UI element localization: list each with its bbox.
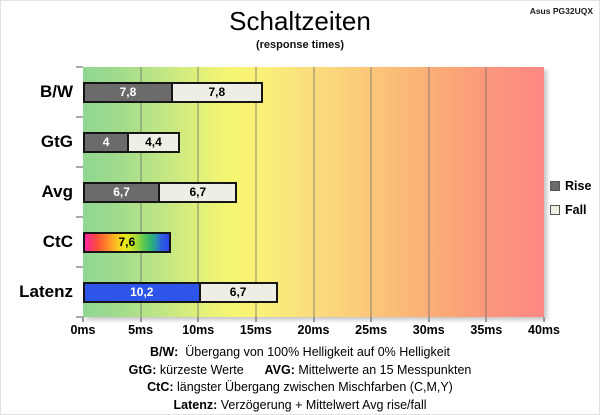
- gridline-15ms: [254, 67, 257, 317]
- x-axis-label-10ms: 10ms: [182, 323, 215, 337]
- bar-value-label: 7,8: [208, 84, 226, 99]
- y-axis-tick: [76, 66, 83, 68]
- bar-value-label: 7,8: [119, 84, 137, 99]
- footnotes: B/W: Übergang von 100% Helligkeit auf 0%…: [1, 344, 599, 414]
- x-axis-label-5ms: 5ms: [128, 323, 154, 337]
- footnote-line-4: Latenz: Verzögerung + Mittelwert Avg ris…: [1, 397, 599, 415]
- bar-value-label: 6,7: [189, 184, 207, 199]
- footnote-term: GtG:: [128, 362, 157, 377]
- bar-value-label: 4,4: [145, 134, 162, 149]
- bar-segment-fall-latenz: 6,7: [198, 281, 278, 303]
- gridline-20ms: [312, 67, 315, 317]
- y-axis-tick: [76, 216, 83, 218]
- chart-title: Schaltzeiten: [229, 6, 371, 36]
- legend-item-fall: Fall: [550, 203, 591, 217]
- x-axis-label-40ms: 40ms: [528, 323, 560, 337]
- footnote-line-2: GtG: kürzeste Werte AVG: Mittelwerte an …: [1, 362, 599, 380]
- bar-segment-rise-gtg: 4: [83, 131, 130, 153]
- bar-segment-fall-gtg: 4,4: [127, 131, 180, 153]
- footnote-line-3: CtC: längster Übergang zwischen Mischfar…: [1, 379, 599, 397]
- x-axis-label-0ms: 0ms: [70, 323, 96, 337]
- bar-segment-fall-b/w: 7,8: [170, 81, 263, 103]
- footnote-text: Mittelwerte an 15 Messpunkten: [294, 362, 472, 377]
- footnote-text: kürzeste Werte: [156, 362, 265, 377]
- footnote-text: längster Übergang zwischen Mischfarben (…: [173, 380, 453, 394]
- x-axis-label-35ms: 35ms: [470, 323, 503, 337]
- y-axis-tick: [76, 166, 83, 168]
- legend-swatch-rise: [550, 181, 560, 191]
- bar-value-label: 4: [102, 134, 110, 149]
- y-axis-tick: [76, 316, 83, 318]
- bar-value-label: 6,7: [113, 184, 130, 199]
- x-axis-tick-10ms: [197, 317, 200, 322]
- gridline-30ms: [427, 67, 430, 317]
- x-axis-label-20ms: 20ms: [297, 323, 330, 337]
- legend-swatch-fall: [550, 205, 560, 215]
- legend: Rise Fall: [550, 179, 591, 227]
- chart-subtitle: (response times): [255, 39, 345, 51]
- legend-label-fall: Fall: [565, 203, 587, 217]
- footnote-term: Latenz:: [173, 397, 218, 412]
- x-axis-tick-5ms: [139, 317, 142, 322]
- footnote-line-1: B/W: Übergang von 100% Helligkeit auf 0%…: [1, 344, 599, 362]
- bar-value-label: 10,2: [130, 284, 154, 299]
- y-axis-tick: [76, 266, 83, 268]
- footnote-text: Verzögerung + Mittelwert Avg rise/fall: [217, 397, 427, 412]
- x-axis-tick-0ms: [82, 317, 84, 322]
- bar-segment-rise-ctc: 7,6: [83, 231, 171, 253]
- footnote-text: Übergang von 100% Helligkeit auf 0% Hell…: [178, 345, 450, 359]
- bar-segment-rise-avg: 6,7: [83, 181, 161, 203]
- category-label-ctc: CtC: [42, 232, 73, 251]
- bar-segment-fall-avg: 6,7: [158, 181, 238, 203]
- bar-value-label: 7,6: [118, 234, 136, 249]
- footnote-term: B/W:: [150, 345, 179, 359]
- category-label-avg: Avg: [41, 182, 74, 201]
- x-axis-tick-20ms: [312, 317, 315, 322]
- legend-label-rise: Rise: [565, 179, 592, 193]
- bar-value-label: 6,7: [229, 284, 247, 299]
- bar-segment-rise-b/w: 7,8: [83, 81, 173, 103]
- category-label-b/w: B/W: [39, 82, 73, 101]
- gridline-25ms: [370, 67, 373, 317]
- x-axis-label-30ms: 30ms: [412, 323, 445, 337]
- bar-segment-rise-latenz: 10,2: [83, 281, 201, 303]
- x-axis-label-15ms: 15ms: [239, 323, 272, 337]
- x-axis-tick-35ms: [485, 317, 488, 322]
- x-axis-tick-25ms: [370, 317, 373, 322]
- footnote-term: CtC:: [147, 380, 174, 394]
- x-axis-label-25ms: 25ms: [355, 323, 388, 337]
- legend-item-rise: Rise: [550, 179, 591, 193]
- x-axis-tick-40ms: [543, 317, 545, 322]
- gridline-35ms: [485, 67, 488, 317]
- category-label-gtg: GtG: [40, 132, 73, 151]
- footnote-term: AVG:: [264, 362, 295, 377]
- x-axis-tick-30ms: [427, 317, 430, 322]
- x-axis-tick-15ms: [254, 317, 257, 322]
- watermark-label: Asus PG32UQX: [529, 6, 593, 16]
- category-label-latenz: Latenz: [19, 282, 73, 301]
- y-axis-tick: [76, 116, 83, 118]
